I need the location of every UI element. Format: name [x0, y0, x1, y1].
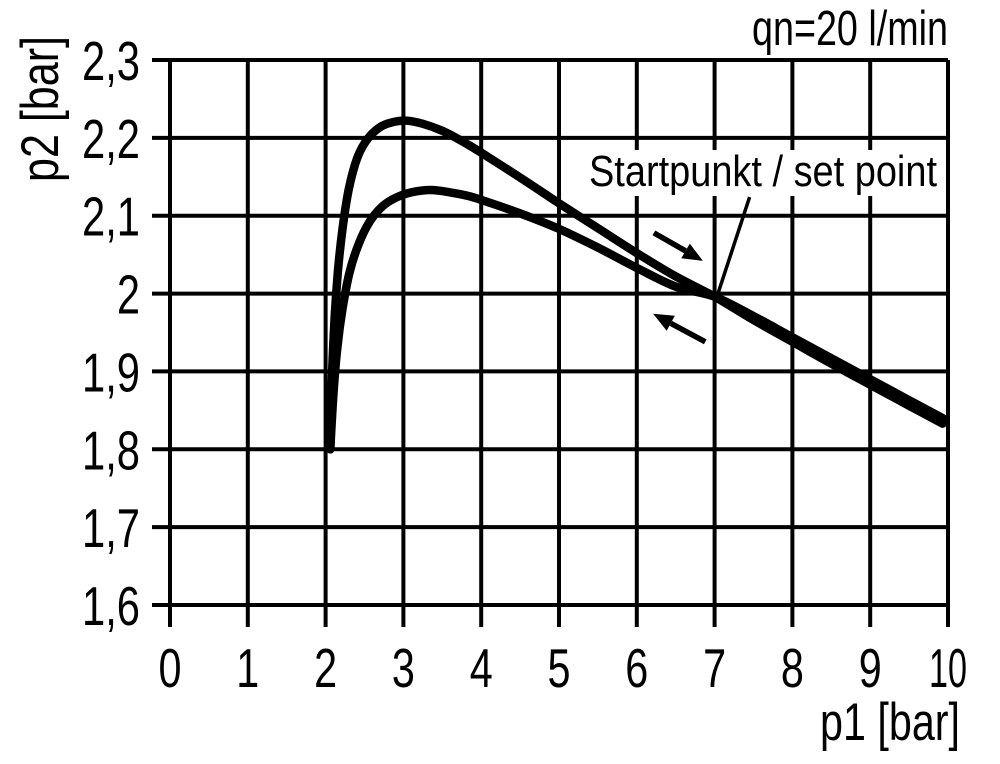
- x-tick-label: 9: [859, 637, 882, 699]
- x-tick-label: 5: [548, 637, 571, 699]
- return-direction-arrow-head: [653, 313, 675, 331]
- forward-direction-arrow-head: [681, 243, 703, 261]
- x-tick-label: 1: [236, 637, 259, 699]
- x-tick-label: 3: [392, 637, 415, 699]
- y-axis-label: p2 [bar]: [11, 36, 70, 182]
- y-tick-label: 1,8: [82, 419, 140, 481]
- x-axis-label: p1 [bar]: [820, 693, 960, 752]
- y-tick-label: 2,1: [82, 186, 140, 248]
- y-tick-label: 1,7: [82, 497, 140, 559]
- return-direction-arrow-shaft: [669, 320, 707, 345]
- x-tick-label: 0: [159, 637, 182, 699]
- x-tick-label: 2: [314, 637, 337, 699]
- y-tick-label: 2,3: [82, 30, 140, 92]
- x-tick-label: 10: [929, 637, 967, 699]
- y-tick-label: 2,2: [82, 108, 140, 170]
- x-tick-label: 7: [703, 637, 726, 699]
- set-point-annotation: Startpunkt / set point: [589, 147, 937, 196]
- tick-label-layer: 0 1 2 3 4 5 6 7 8 9 101,61,71,81,922,12,22,3: [82, 30, 967, 699]
- y-tick-label: 2: [117, 264, 140, 326]
- y-tick-label: 1,6: [82, 575, 140, 637]
- curve-layer: [326, 116, 947, 454]
- chart-title: qn=20 l/min: [752, 2, 948, 56]
- x-tick-label: 8: [781, 637, 804, 699]
- annotation-leader-line: [715, 196, 752, 298]
- forward-direction-arrow-shaft: [652, 230, 687, 254]
- x-tick-label: 6: [625, 637, 648, 699]
- curve-p1-decreasing-branch: [326, 185, 947, 454]
- annotation-backdrop: [585, 150, 941, 196]
- x-tick-label: 4: [470, 637, 493, 699]
- y-tick-label: 1,9: [82, 341, 140, 403]
- arrow-layer: [652, 196, 752, 345]
- grid-layer: [152, 58, 950, 627]
